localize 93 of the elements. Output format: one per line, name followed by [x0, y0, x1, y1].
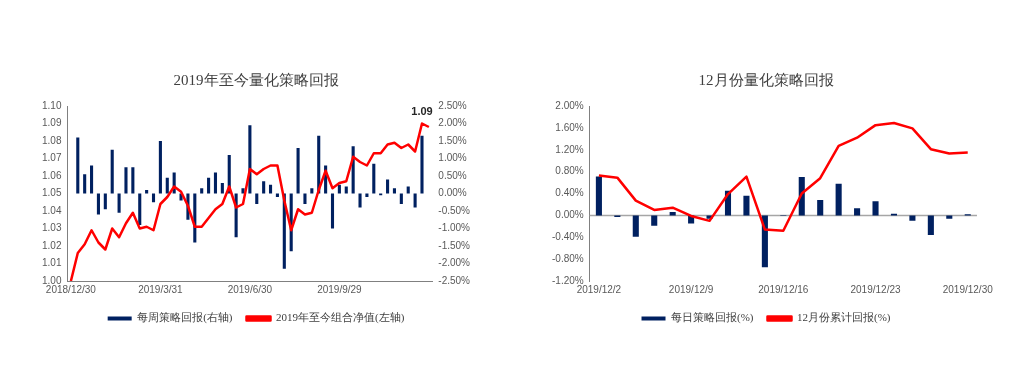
y-tick-label: 1.02 [41, 239, 62, 251]
y-tick-label: -0.80% [552, 252, 584, 264]
y2-tick-label: 0.00% [438, 187, 467, 199]
bar [124, 167, 128, 194]
y-tick-label: 0.00% [555, 209, 584, 221]
bar [835, 183, 842, 216]
bar [158, 141, 162, 194]
bar [927, 215, 934, 236]
x-tick-label: 2018/12/30 [45, 283, 97, 295]
bar [103, 193, 107, 210]
y-tick-label: 1.09 [41, 117, 62, 129]
y2-tick-label: 2.00% [438, 117, 467, 129]
bar [310, 188, 314, 194]
y-tick-label: 1.60% [555, 121, 584, 133]
y-tick-label: 1.01 [41, 257, 62, 269]
bar [413, 193, 417, 208]
bar [165, 177, 169, 194]
bar [399, 193, 403, 204]
y-tick-label: -0.40% [552, 231, 584, 242]
bar [632, 215, 639, 237]
bar [420, 135, 424, 194]
data-label: 1.09 [411, 105, 433, 118]
bar [131, 167, 135, 194]
legend-label: 12月份累计回报(%) [797, 311, 891, 325]
y2-tick-label: -2.50% [438, 274, 471, 286]
chart-title: 12月份量化策略回报 [698, 71, 834, 88]
bar [110, 149, 114, 194]
bar [262, 181, 266, 194]
chart-title: 2019年至今量化策略回报 [173, 71, 339, 88]
bar [76, 137, 80, 194]
bar [909, 215, 916, 221]
y-tick-label: 1.03 [41, 222, 62, 234]
y-tick-label: 0.80% [555, 165, 584, 177]
bar [90, 165, 94, 194]
bar [303, 193, 307, 204]
y2-tick-label: -2.00% [438, 257, 471, 269]
y-tick-label: 1.08 [41, 134, 62, 146]
bar [344, 186, 348, 194]
y2-tick-label: 1.50% [438, 134, 467, 146]
bar [854, 208, 861, 216]
y2-tick-label: -0.50% [438, 204, 471, 216]
bar [96, 193, 100, 215]
bar [406, 186, 410, 194]
y2-tick-label: 2.50% [438, 99, 467, 111]
legend-label: 每日策略回报(%) [671, 311, 754, 325]
x-tick-label: 2019/12/9 [668, 283, 714, 295]
bar [268, 184, 273, 194]
y2-tick-label: 0.50% [438, 169, 467, 181]
bar [255, 193, 259, 204]
y-tick-label: 1.04 [41, 204, 62, 216]
y-tick-label: 1.10 [41, 99, 62, 111]
bar [83, 174, 87, 194]
y-tick-label: 1.06 [41, 169, 62, 181]
x-tick-label: 2019/9/29 [317, 283, 363, 295]
x-tick-label: 2019/12/23 [850, 283, 901, 295]
y2-tick-label: 1.00% [438, 152, 467, 164]
bar [392, 188, 396, 194]
bar [669, 212, 676, 216]
x-tick-label: 2019/12/16 [758, 283, 809, 295]
y-tick-label: -1.20% [552, 274, 584, 286]
x-tick-label: 2019/12/2 [576, 283, 622, 295]
bar [872, 201, 879, 216]
y-tick-label: 1.07 [41, 152, 62, 164]
y2-tick-label: -1.50% [438, 239, 471, 251]
bar [817, 200, 824, 216]
bar [386, 179, 390, 194]
bar [743, 195, 750, 216]
bar [372, 163, 376, 194]
x-tick-label: 2019/12/30 [942, 283, 994, 295]
bar [330, 193, 335, 229]
y2-tick-label: -1.00% [438, 222, 471, 234]
bar [651, 215, 658, 226]
bar [200, 188, 204, 194]
y-tick-label: 0.40% [555, 187, 584, 199]
bar [946, 215, 953, 219]
bar [117, 193, 121, 213]
y-tick-label: 1.20% [555, 143, 584, 155]
legend-label: 每周策略回报(右轴) [137, 311, 233, 325]
legend-label: 2019年至今组合净值(左轴) [276, 311, 405, 325]
x-tick-label: 2019/3/31 [138, 283, 184, 295]
y-tick-label: 1.05 [41, 187, 62, 199]
bar [213, 172, 218, 194]
bar [207, 177, 211, 194]
bar [138, 193, 142, 225]
bar [220, 183, 224, 194]
x-tick-label: 2019/6/30 [227, 283, 273, 295]
bar [337, 184, 341, 194]
bar [145, 190, 149, 194]
bar [595, 176, 602, 216]
y-tick-label: 1.00 [41, 274, 62, 286]
bar [296, 148, 300, 194]
bar [358, 193, 362, 208]
y-tick-label: 2.00% [555, 99, 584, 111]
